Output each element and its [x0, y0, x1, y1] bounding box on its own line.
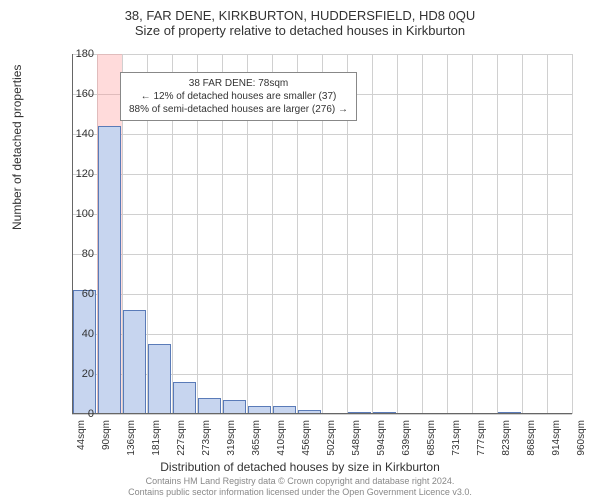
- y-tick-label: 140: [54, 128, 94, 140]
- annotation-line3: 88% of semi-detached houses are larger (…: [129, 103, 348, 116]
- x-tick-label: 319sqm: [226, 420, 237, 456]
- histogram-bar: [148, 344, 171, 414]
- title-address: 38, FAR DENE, KIRKBURTON, HUDDERSFIELD, …: [0, 8, 600, 23]
- histogram-bar: [173, 382, 196, 414]
- x-tick-label: 90sqm: [101, 420, 112, 450]
- x-tick-label: 502sqm: [326, 420, 337, 456]
- x-tick-label: 639sqm: [401, 420, 412, 456]
- grid-line-v: [572, 54, 573, 414]
- x-tick-label: 365sqm: [251, 420, 262, 456]
- x-tick-label: 456sqm: [301, 420, 312, 456]
- x-tick-label: 777sqm: [476, 420, 487, 456]
- y-tick-label: 180: [54, 48, 94, 60]
- y-tick-label: 100: [54, 208, 94, 220]
- x-tick-label: 227sqm: [176, 420, 187, 456]
- x-tick-label: 136sqm: [126, 420, 137, 456]
- grid-line-v: [397, 54, 398, 414]
- x-tick-label: 181sqm: [151, 420, 162, 456]
- x-tick-label: 914sqm: [551, 420, 562, 456]
- grid-line-v: [497, 54, 498, 414]
- x-tick-label: 594sqm: [376, 420, 387, 456]
- title-subtitle: Size of property relative to detached ho…: [0, 23, 600, 38]
- grid-line-v: [472, 54, 473, 414]
- chart-title-block: 38, FAR DENE, KIRKBURTON, HUDDERSFIELD, …: [0, 0, 600, 38]
- x-tick-label: 960sqm: [576, 420, 587, 456]
- x-tick-label: 273sqm: [201, 420, 212, 456]
- x-tick-label: 823sqm: [501, 420, 512, 456]
- grid-line-v: [372, 54, 373, 414]
- histogram-bar: [198, 398, 221, 414]
- annotation-line2: ← 12% of detached houses are smaller (37…: [129, 90, 348, 103]
- y-tick-label: 0: [54, 408, 94, 420]
- x-axis-line: [72, 413, 572, 414]
- y-tick-label: 40: [54, 328, 94, 340]
- histogram-bar: [73, 290, 96, 414]
- grid-line-v: [422, 54, 423, 414]
- chart-plot-area: 38 FAR DENE: 78sqm← 12% of detached hous…: [72, 54, 572, 414]
- histogram-bar: [223, 400, 246, 414]
- x-tick-label: 410sqm: [276, 420, 287, 456]
- x-tick-label: 685sqm: [426, 420, 437, 456]
- grid-line-v: [447, 54, 448, 414]
- y-tick-label: 80: [54, 248, 94, 260]
- histogram-bar: [123, 310, 146, 414]
- footer-attribution: Contains HM Land Registry data © Crown c…: [0, 476, 600, 498]
- x-tick-label: 868sqm: [526, 420, 537, 456]
- histogram-bar: [98, 126, 121, 414]
- y-tick-label: 120: [54, 168, 94, 180]
- grid-line-v: [547, 54, 548, 414]
- x-tick-label: 44sqm: [76, 420, 87, 450]
- annotation-box: 38 FAR DENE: 78sqm← 12% of detached hous…: [120, 72, 357, 121]
- footer-line1: Contains HM Land Registry data © Crown c…: [0, 476, 600, 487]
- y-axis-label: Number of detached properties: [10, 65, 24, 230]
- y-tick-label: 20: [54, 368, 94, 380]
- grid-line-v: [522, 54, 523, 414]
- x-tick-label: 731sqm: [451, 420, 462, 456]
- y-tick-label: 60: [54, 288, 94, 300]
- annotation-line1: 38 FAR DENE: 78sqm: [129, 77, 348, 90]
- grid-line-h: [72, 414, 572, 415]
- footer-line2: Contains public sector information licen…: [0, 487, 600, 498]
- x-tick-label: 548sqm: [351, 420, 362, 456]
- y-axis-line: [72, 54, 73, 414]
- y-tick-label: 160: [54, 88, 94, 100]
- x-axis-label: Distribution of detached houses by size …: [0, 460, 600, 474]
